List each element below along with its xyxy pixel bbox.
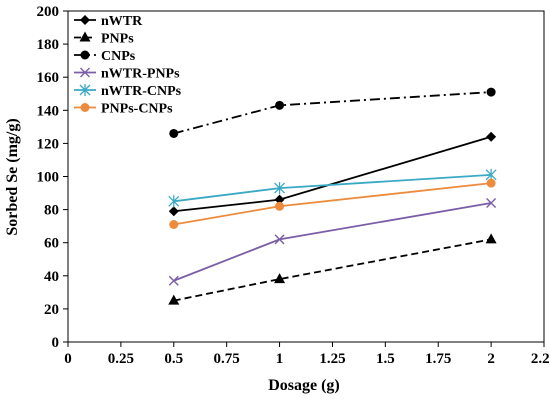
legend-item: PNPs-CNPs (74, 102, 173, 117)
x-tick-label: 0.25 (108, 351, 134, 367)
legend-label: nWTR-PNPs (101, 67, 180, 82)
legend-label: PNPs-CNPs (101, 102, 173, 117)
series-cnps (169, 87, 496, 138)
series-pnps (168, 233, 497, 305)
data-point (485, 233, 497, 244)
x-tick-label: 2 (487, 351, 495, 367)
data-point (486, 178, 496, 188)
legend-label: nWTR-CNPs (101, 84, 182, 99)
legend-swatch-marker (79, 31, 91, 42)
y-tick-label: 40 (44, 269, 59, 285)
legend-swatch-marker (80, 67, 90, 78)
x-tick-label: 0 (64, 351, 72, 367)
series-layer (168, 87, 497, 305)
x-tick-label: 1 (276, 351, 284, 367)
x-tick-label: 2.25 (531, 351, 550, 367)
x-axis-title: Dosage (g) (268, 377, 340, 394)
legend-label: PNPs (101, 32, 134, 47)
legend-label: nWTR (101, 14, 143, 29)
axes: 0 0.25 0.5 0.75 1 1.25 1.5 1.75 2 2.25 0 20 40 60 80 10… (37, 4, 550, 367)
x-tick-label: 0.75 (214, 351, 240, 367)
y-tick-label: 160 (37, 70, 60, 86)
legend-item: nWTR (74, 14, 143, 29)
data-point (168, 294, 180, 305)
legend-item: nWTR-PNPs (74, 67, 180, 82)
x-tick-label: 0.5 (164, 351, 183, 367)
data-point (168, 195, 180, 208)
x-tick-label: 1.5 (376, 351, 395, 367)
series-line (173, 91, 492, 135)
series-pnps-cnps (169, 178, 496, 229)
data-point (274, 273, 286, 284)
series-nwtr-cnps (168, 168, 497, 208)
legend-label: CNPs (101, 49, 136, 64)
y-axis-title: Sorbed Se (mg/g) (4, 118, 21, 235)
series-line (173, 238, 492, 302)
x-tick-label: 1.75 (425, 351, 451, 367)
legend-item: nWTR-CNPs (74, 84, 182, 99)
series-nwtr-pnps (168, 197, 497, 286)
legend-swatch-marker (80, 103, 90, 112)
y-tick-label: 120 (37, 136, 60, 152)
y-tick-label: 100 (37, 170, 60, 186)
y-tick-label: 140 (37, 103, 60, 119)
series-nwtr (168, 131, 497, 217)
data-point (168, 275, 179, 286)
series-line (173, 202, 492, 282)
data-point (274, 194, 285, 205)
data-point (486, 131, 497, 142)
data-point (274, 234, 285, 245)
data-point (486, 87, 496, 97)
series-line (173, 182, 492, 226)
data-point (169, 128, 179, 138)
y-tick-label: 200 (37, 4, 60, 20)
data-point (168, 206, 179, 217)
y-tick-label: 60 (44, 236, 59, 252)
data-point (275, 100, 285, 110)
legend-item: PNPs (74, 31, 134, 47)
data-point (486, 197, 497, 208)
y-tick-label: 80 (44, 203, 59, 219)
y-tick-label: 0 (52, 335, 60, 351)
data-point (169, 219, 179, 229)
legend: nWTR PNPs CNPs nWTR-PNPs nWTR-CNPs PNPs-CNPs (74, 14, 182, 117)
y-tick-label: 20 (44, 302, 59, 318)
data-point (274, 182, 286, 195)
x-tick-label: 1.25 (319, 351, 345, 367)
legend-swatch-marker (80, 50, 90, 60)
legend-item: CNPs (74, 49, 136, 64)
legend-swatch-marker (80, 15, 90, 25)
data-point (275, 201, 285, 211)
y-tick-label: 180 (37, 37, 60, 53)
legend-swatch-marker (79, 84, 91, 96)
